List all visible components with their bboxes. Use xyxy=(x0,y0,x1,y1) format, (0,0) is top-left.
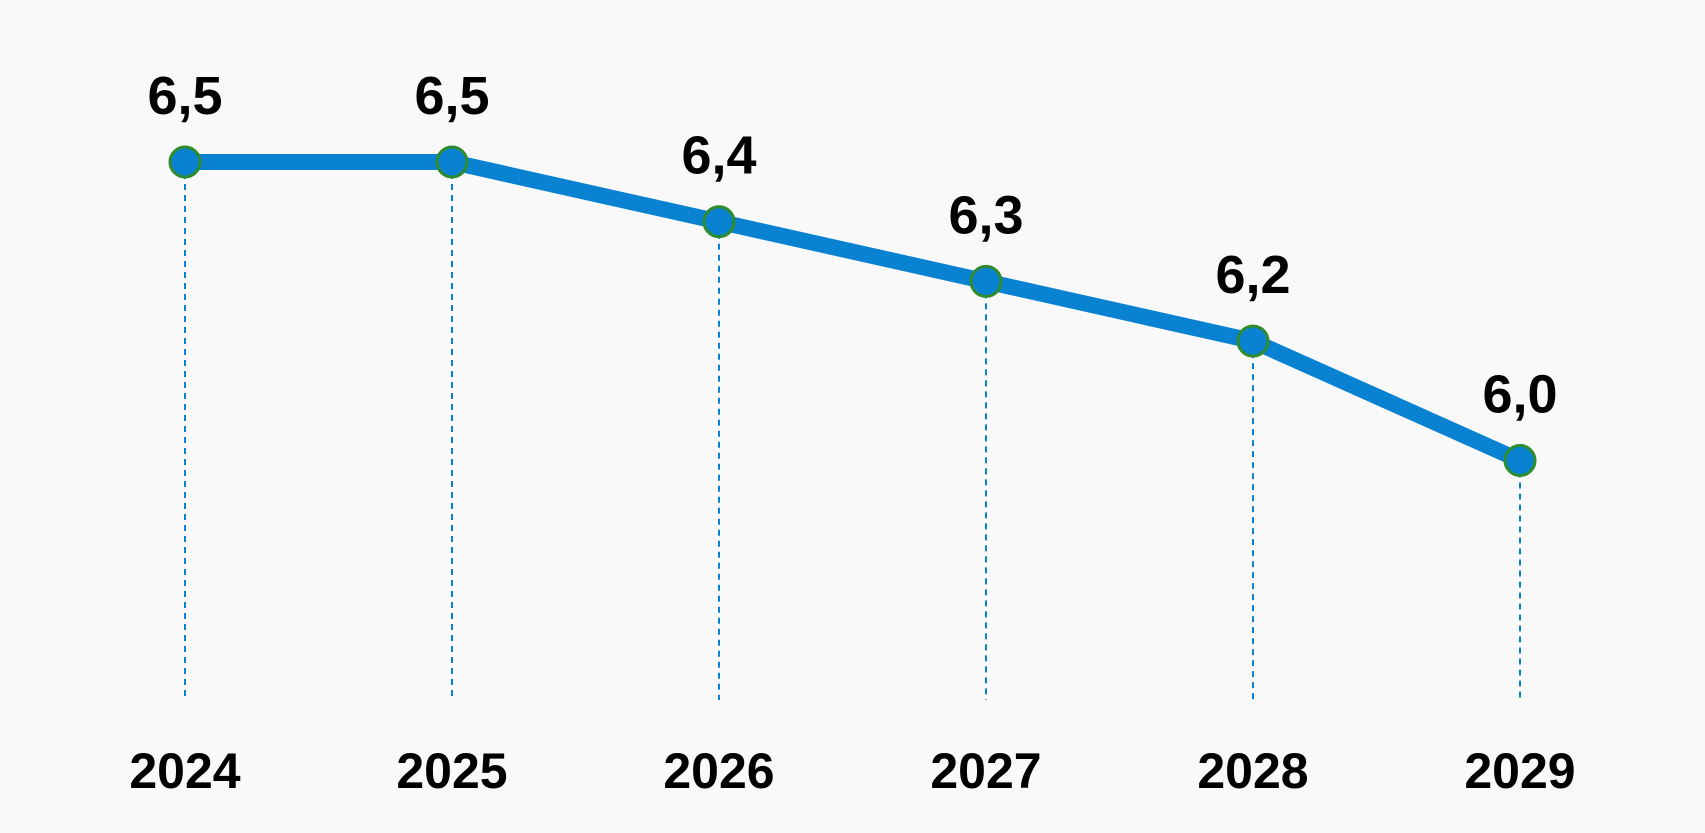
data-label-2024: 6,5 xyxy=(147,66,222,126)
x-tick-label-2025: 2025 xyxy=(396,743,507,799)
x-tick-label-2029: 2029 xyxy=(1464,743,1575,799)
data-point-2026 xyxy=(702,205,736,239)
data-point-2025 xyxy=(435,145,469,179)
x-tick-label-2026: 2026 xyxy=(663,743,774,799)
x-tick-label-2028: 2028 xyxy=(1197,743,1308,799)
data-point-2024 xyxy=(168,145,202,179)
markers xyxy=(168,145,1537,477)
x-axis-tick-labels: 2024 2025 2026 2027 2028 2029 xyxy=(129,743,1575,799)
x-tick-label-2027: 2027 xyxy=(930,743,1041,799)
x-tick-label-2024: 2024 xyxy=(129,743,240,799)
data-point-2027 xyxy=(969,264,1003,298)
series-line-group xyxy=(177,154,1528,469)
series-line xyxy=(177,154,1528,469)
data-point-2028 xyxy=(1236,324,1270,358)
data-labels: 6,5 6,5 6,4 6,3 6,2 6,0 xyxy=(147,66,1557,425)
data-label-2025: 6,5 xyxy=(414,66,489,126)
data-label-2029: 6,0 xyxy=(1482,365,1557,425)
data-point-2029 xyxy=(1503,444,1537,477)
drop-lines xyxy=(184,162,1521,700)
data-label-2026: 6,4 xyxy=(681,126,756,186)
data-label-2027: 6,3 xyxy=(948,185,1023,245)
data-label-2028: 6,2 xyxy=(1215,245,1290,305)
